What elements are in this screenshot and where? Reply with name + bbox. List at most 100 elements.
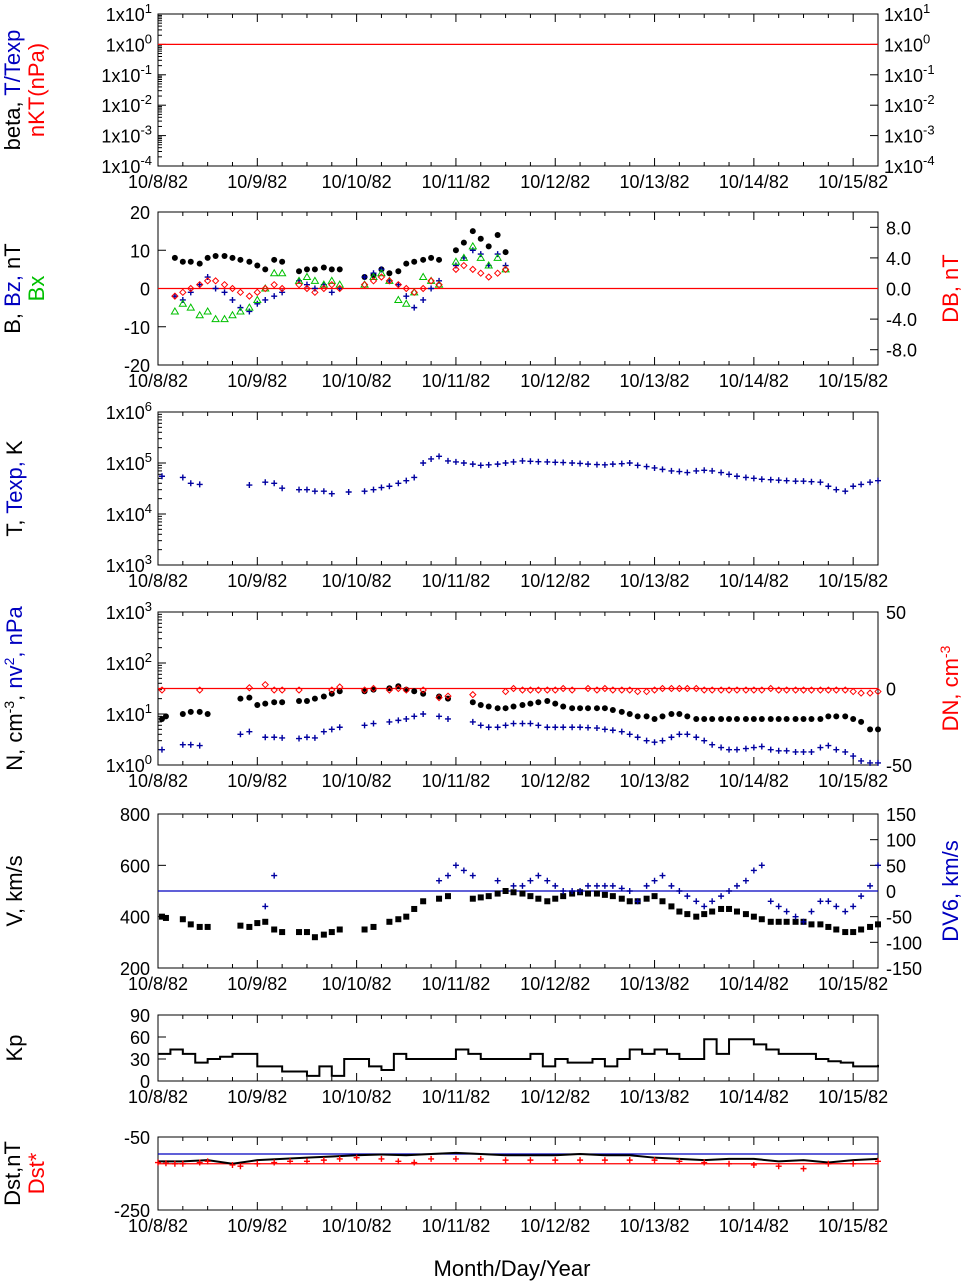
data-point bbox=[494, 890, 501, 897]
data-point bbox=[775, 918, 782, 925]
data-point bbox=[296, 486, 303, 493]
data-point bbox=[577, 724, 584, 731]
data-point bbox=[726, 715, 733, 722]
data-point bbox=[469, 461, 476, 468]
data-point bbox=[377, 273, 386, 281]
data-point bbox=[459, 253, 469, 261]
data-point bbox=[162, 713, 169, 720]
data-point bbox=[303, 284, 311, 293]
panel-7: 10/8/82 10/9/82 10/10/82 10/11/82 10/12/82 10… bbox=[0, 1128, 888, 1236]
y2-tick-label: 0.0 bbox=[886, 280, 911, 300]
data-point bbox=[328, 490, 335, 497]
data-point bbox=[651, 877, 658, 884]
data-point bbox=[519, 457, 526, 464]
data-point bbox=[626, 460, 633, 466]
data-point bbox=[279, 258, 286, 265]
y-tick-label: 1x101 bbox=[106, 1, 152, 25]
data-point bbox=[733, 746, 740, 753]
y2-axis-label: DV6, km/s bbox=[938, 840, 963, 941]
data-point bbox=[585, 882, 592, 889]
plot-frame bbox=[157, 1014, 879, 1082]
x-tick-label: 10/11/82 bbox=[422, 172, 491, 192]
data-point bbox=[518, 686, 527, 694]
data-point bbox=[394, 280, 403, 289]
data-point bbox=[544, 724, 551, 731]
data-point bbox=[733, 715, 740, 722]
data-point bbox=[568, 686, 576, 694]
data-point bbox=[817, 479, 824, 486]
data-point bbox=[271, 256, 278, 263]
data-point bbox=[577, 888, 584, 894]
data-point bbox=[767, 918, 774, 925]
x-tick-label: 10/13/82 bbox=[620, 571, 690, 591]
data-point bbox=[469, 872, 476, 879]
plot-frame bbox=[157, 411, 879, 566]
data-point bbox=[452, 262, 459, 269]
data-point bbox=[278, 284, 286, 293]
data-point bbox=[684, 893, 691, 900]
data-point bbox=[271, 699, 278, 706]
data-point bbox=[278, 686, 286, 694]
data-point bbox=[385, 686, 394, 694]
data-point bbox=[494, 461, 501, 468]
data-point bbox=[718, 744, 725, 751]
data-point bbox=[395, 281, 402, 288]
data-point bbox=[237, 695, 244, 702]
data-point bbox=[469, 265, 477, 274]
data-point bbox=[733, 908, 740, 915]
y-tick-label: 1x104 bbox=[106, 501, 152, 525]
x-tick-label: 10/13/82 bbox=[620, 1087, 690, 1107]
y-tick-label: 10 bbox=[130, 241, 150, 261]
data-point bbox=[353, 1154, 360, 1161]
data-point bbox=[501, 687, 510, 696]
y2-tick-label: 150 bbox=[886, 805, 916, 825]
data-point bbox=[742, 745, 749, 752]
x-tick-label: 10/13/82 bbox=[620, 371, 690, 391]
data-point bbox=[676, 711, 683, 717]
y2-tick-label: 4.0 bbox=[886, 249, 911, 269]
y-tick-label: 30 bbox=[130, 1050, 150, 1070]
x-tick-label: 10/8/82 bbox=[128, 771, 188, 791]
y-tick-label: 1x105 bbox=[106, 450, 152, 474]
x-tick-label: 10/10/82 bbox=[322, 1087, 392, 1107]
y2-axis-label: DB, nT bbox=[938, 254, 963, 322]
data-point bbox=[254, 262, 261, 269]
data-point bbox=[867, 759, 874, 766]
data-point bbox=[618, 708, 625, 715]
data-point bbox=[544, 697, 551, 704]
data-point bbox=[296, 929, 303, 936]
y-tick-label: 400 bbox=[120, 908, 150, 928]
data-point bbox=[792, 478, 799, 485]
data-point bbox=[254, 920, 261, 927]
data-point bbox=[204, 1158, 211, 1165]
data-point bbox=[825, 713, 832, 720]
data-point bbox=[336, 926, 343, 933]
data-point bbox=[701, 467, 708, 474]
data-point bbox=[552, 882, 559, 889]
data-point bbox=[875, 1158, 881, 1165]
data-point bbox=[717, 686, 725, 694]
data-point bbox=[701, 737, 708, 744]
y-tick-label: 1x102 bbox=[106, 650, 152, 674]
y-tick-label: 1x103 bbox=[106, 599, 152, 623]
y-tick-label: 800 bbox=[120, 805, 150, 825]
x-tick-label: 10/13/82 bbox=[620, 771, 690, 791]
data-point bbox=[452, 247, 459, 254]
data-point bbox=[196, 481, 203, 488]
data-point bbox=[236, 288, 245, 297]
x-tick-label: 10/9/82 bbox=[227, 571, 287, 591]
data-point bbox=[816, 686, 825, 694]
data-point bbox=[420, 460, 427, 466]
data-point bbox=[296, 735, 303, 742]
data-point bbox=[171, 1160, 178, 1167]
data-point bbox=[311, 285, 318, 292]
data-point bbox=[403, 293, 410, 300]
data-point bbox=[552, 724, 559, 731]
x-tick-label: 10/11/82 bbox=[422, 571, 491, 591]
data-point bbox=[320, 728, 327, 735]
data-point bbox=[320, 931, 327, 938]
data-point bbox=[626, 898, 633, 905]
y-axis-label: nKT(nPa) bbox=[24, 43, 49, 137]
data-point bbox=[295, 280, 303, 289]
data-point bbox=[469, 718, 476, 725]
